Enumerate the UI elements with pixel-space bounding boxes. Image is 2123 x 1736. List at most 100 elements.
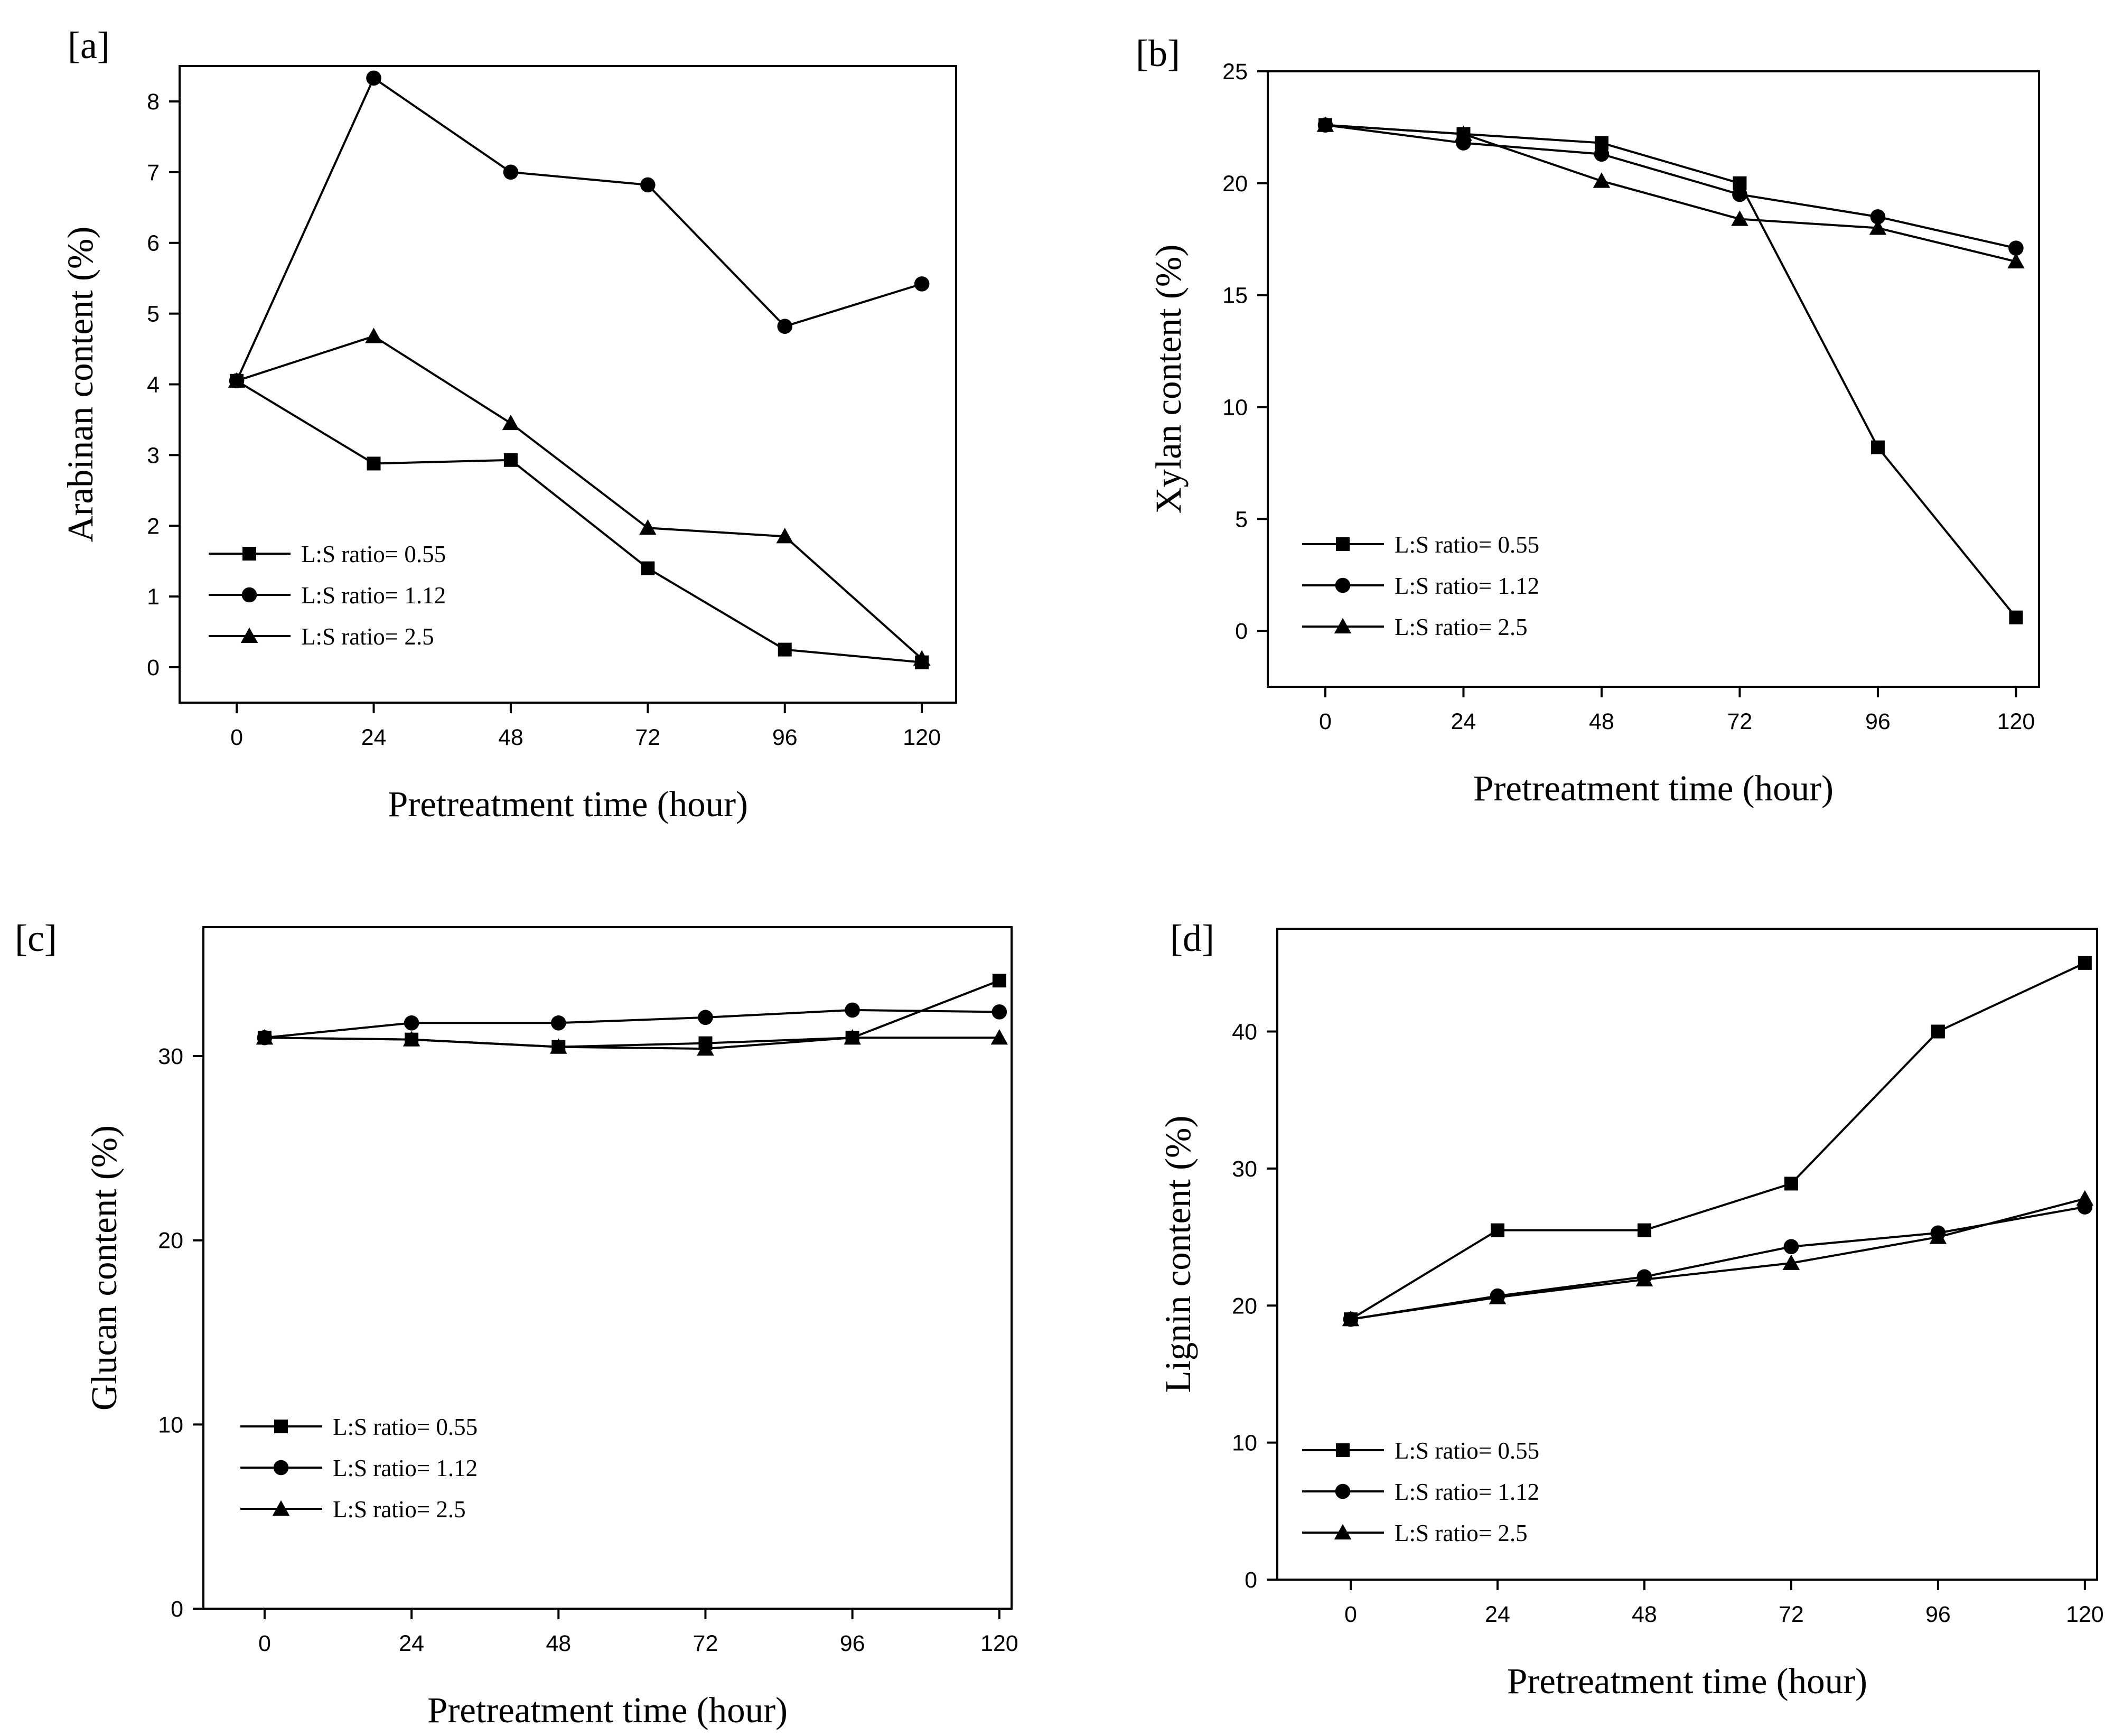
y-tick-label: 0 xyxy=(147,655,160,680)
panel-b: [b] 0 24 48 72 96 120 0 5 10 15 20 25 Pretreatment ti… xyxy=(1136,32,2040,808)
y-tick-label: 8 xyxy=(147,89,160,115)
data-point xyxy=(698,1010,713,1025)
data-point xyxy=(776,528,793,544)
plot-frame xyxy=(179,65,957,704)
x-tick-label: 48 xyxy=(546,1631,571,1656)
series-line-2 xyxy=(1350,1198,2085,1321)
data-point xyxy=(1929,1228,1947,1244)
x-tick-label: 24 xyxy=(1485,1602,1510,1627)
panel-label: [a] xyxy=(68,24,110,67)
data-point xyxy=(1784,1177,1798,1191)
y-tick-label: 10 xyxy=(158,1412,183,1438)
data-point xyxy=(1731,210,1748,226)
data-point xyxy=(1342,1310,1360,1327)
x-tick-label: 48 xyxy=(1589,709,1614,734)
data-point xyxy=(503,453,518,467)
plot-frame xyxy=(1276,928,2098,1581)
y-tick-label: 1 xyxy=(147,584,160,610)
data-point xyxy=(550,1015,566,1031)
data-point xyxy=(992,1004,1007,1020)
y-tick-label: 30 xyxy=(158,1044,183,1069)
x-tick-label: 24 xyxy=(1451,709,1476,734)
panel-a: [a] 0 24 48 72 96 120 0 1 2 3 4 5 6 7 8 Pretreatment tim… xyxy=(60,24,957,824)
legend-label: L:S ratio= 1.12 xyxy=(333,1455,478,1481)
data-point xyxy=(1869,219,1887,235)
data-point xyxy=(2008,240,2024,256)
data-point xyxy=(365,328,382,343)
legend-label: L:S ratio= 2.5 xyxy=(1395,614,1528,640)
y-axis-title: Arabinan content (%) xyxy=(60,227,100,543)
x-axis-title: Pretreatment time (hour) xyxy=(1507,1661,1867,1701)
data-point xyxy=(845,1002,860,1018)
data-point xyxy=(2009,610,2023,624)
data-point xyxy=(640,177,656,193)
y-tick-label: 25 xyxy=(1222,59,1248,85)
legend-marker xyxy=(240,627,258,643)
series-line-0 xyxy=(1350,962,2085,1320)
legend-label: L:S ratio= 0.55 xyxy=(1395,531,1539,558)
data-point xyxy=(1637,1223,1651,1237)
x-tick-label: 0 xyxy=(230,725,243,750)
x-tick-label: 0 xyxy=(1344,1602,1357,1627)
y-tick-label: 20 xyxy=(158,1228,183,1254)
panel-d: [d] 0 24 48 72 96 120 0 10 20 30 40 Pretreatment tim… xyxy=(1158,917,2104,1701)
data-point xyxy=(2007,253,2025,269)
y-tick-label: 6 xyxy=(147,231,160,256)
y-tick-label: 2 xyxy=(147,514,160,539)
y-tick-label: 5 xyxy=(147,302,160,327)
data-point xyxy=(990,1029,1008,1045)
x-tick-label: 96 xyxy=(1925,1602,1951,1627)
x-tick-label: 0 xyxy=(258,1631,271,1656)
legend-marker xyxy=(1334,618,1352,633)
x-tick-label: 72 xyxy=(635,725,660,750)
data-point xyxy=(366,70,381,86)
data-point xyxy=(503,164,519,180)
data-point xyxy=(641,561,655,575)
y-tick-label: 4 xyxy=(147,372,160,398)
data-point xyxy=(404,1015,419,1031)
data-point xyxy=(777,319,793,334)
data-point xyxy=(1489,1289,1507,1304)
series-line-1 xyxy=(236,76,922,381)
legend-label: L:S ratio= 2.5 xyxy=(333,1496,466,1523)
y-tick-label: 3 xyxy=(147,443,160,468)
data-point xyxy=(1871,440,1885,454)
legend-label: L:S ratio= 2.5 xyxy=(301,623,434,650)
data-point xyxy=(256,1029,274,1045)
panel-c: [c] 0 24 48 72 96 120 0 10 20 30 Pretreatment time … xyxy=(15,917,1018,1730)
x-tick-label: 120 xyxy=(1997,709,2035,734)
x-tick-label: 72 xyxy=(1727,709,1753,734)
x-tick-label: 0 xyxy=(1319,709,1332,734)
data-point xyxy=(228,372,246,388)
data-point xyxy=(1316,116,1334,132)
y-tick-label: 10 xyxy=(1232,1431,1257,1456)
legend-marker xyxy=(242,547,256,561)
data-point xyxy=(550,1038,567,1054)
legend-marker xyxy=(1336,537,1350,551)
data-point xyxy=(1455,125,1472,141)
x-tick-label: 120 xyxy=(980,1631,1018,1656)
data-point xyxy=(2078,956,2092,970)
data-point xyxy=(1732,186,1747,202)
y-tick-label: 10 xyxy=(1222,395,1248,420)
y-tick-label: 5 xyxy=(1235,507,1248,532)
y-tick-label: 40 xyxy=(1232,1020,1257,1045)
data-point xyxy=(778,642,792,657)
data-point xyxy=(403,1031,420,1047)
data-point xyxy=(1870,209,1886,225)
x-tick-label: 120 xyxy=(2066,1602,2104,1627)
series-line-2 xyxy=(236,335,923,660)
x-tick-label: 24 xyxy=(399,1631,424,1656)
data-point xyxy=(914,276,930,292)
legend-label: L:S ratio= 0.55 xyxy=(333,1414,478,1440)
legend-label: L:S ratio= 1.12 xyxy=(1395,1479,1539,1505)
data-point xyxy=(367,456,381,471)
data-point xyxy=(1783,1239,1799,1255)
x-tick-label: 72 xyxy=(1779,1602,1804,1627)
series-line-1 xyxy=(1325,124,2016,249)
series-line-1 xyxy=(1350,1206,2085,1321)
data-point xyxy=(1490,1223,1504,1237)
plot-frame xyxy=(1267,70,2040,688)
legend-label: L:S ratio= 1.12 xyxy=(301,582,446,609)
legend-label: L:S ratio= 0.55 xyxy=(1395,1438,1539,1464)
